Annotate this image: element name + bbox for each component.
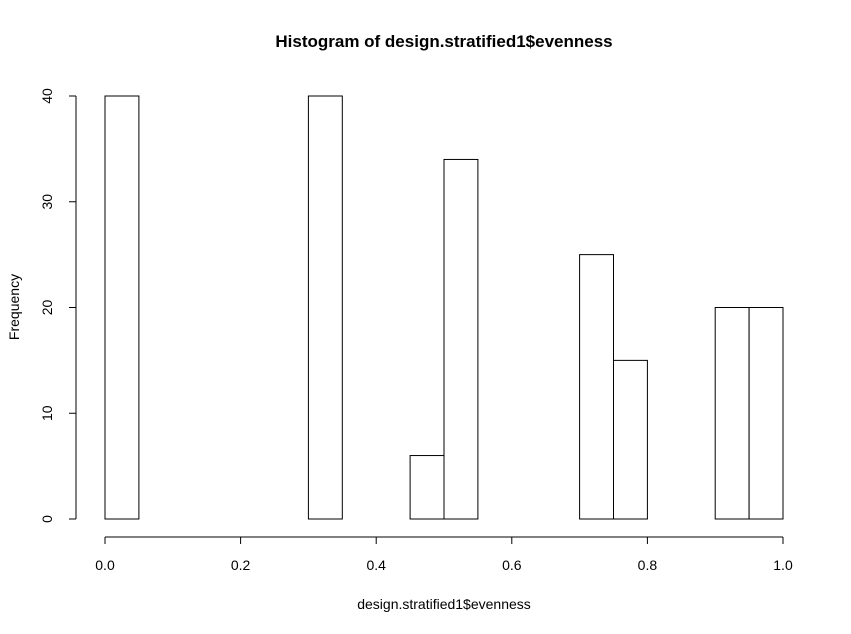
- chart-title: Histogram of design.stratified1$evenness: [275, 32, 612, 51]
- y-axis: 0 10 20 30 40: [39, 88, 77, 523]
- histogram-bar: [714, 307, 750, 520]
- x-tick-label: 0.2: [231, 557, 251, 573]
- x-tick-label: 1.0: [773, 557, 793, 573]
- x-tick-label: 0.4: [366, 557, 386, 573]
- y-tick-label: 10: [39, 405, 55, 421]
- histogram-bar: [443, 158, 479, 520]
- histogram-bar: [613, 359, 648, 520]
- y-axis-label: Frequency: [6, 274, 22, 340]
- x-tick-label: 0.6: [502, 557, 522, 573]
- histogram-bar: [579, 254, 614, 520]
- histogram-bar: [409, 455, 445, 520]
- bars-group: [104, 95, 784, 520]
- histogram-bar: [748, 307, 784, 520]
- y-tick-label: 0: [39, 515, 55, 523]
- x-axis-label: design.stratified1$evenness: [357, 596, 531, 612]
- x-tick-label: 0.0: [95, 557, 115, 573]
- y-tick-label: 30: [39, 194, 55, 210]
- x-tick-label: 0.8: [638, 557, 658, 573]
- y-tick-label: 20: [39, 300, 55, 316]
- histogram-bar: [307, 95, 343, 520]
- histogram-bar: [104, 95, 140, 520]
- y-tick-label: 40: [39, 88, 55, 104]
- x-axis: 0.0 0.2 0.4 0.6 0.8 1.0: [95, 536, 793, 573]
